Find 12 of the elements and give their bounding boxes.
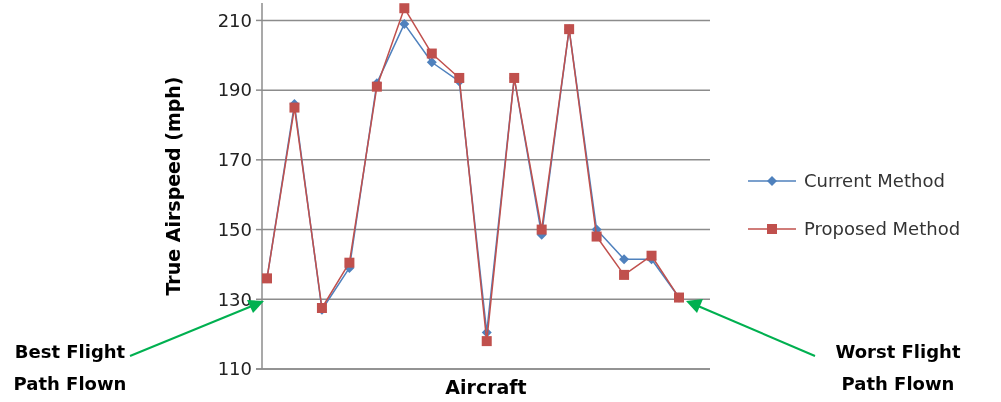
legend-label: Proposed Method bbox=[804, 218, 961, 240]
y-tick-label: 130 bbox=[217, 288, 252, 310]
text: Worst Flight Path Flown bbox=[835, 341, 961, 394]
y-tick-label: 110 bbox=[217, 358, 252, 380]
legend-label: Current Method bbox=[804, 170, 945, 192]
x-axis-title: Aircraft bbox=[445, 376, 527, 398]
y-tick-label: 190 bbox=[217, 79, 252, 101]
y-tick-label: 170 bbox=[217, 149, 252, 171]
y-tick-label: 150 bbox=[217, 218, 252, 240]
text: Best Flight Path Flown bbox=[13, 341, 127, 394]
y-tick-label: 210 bbox=[217, 9, 252, 31]
y-axis-title: True Airspeed (mph) bbox=[162, 76, 184, 296]
